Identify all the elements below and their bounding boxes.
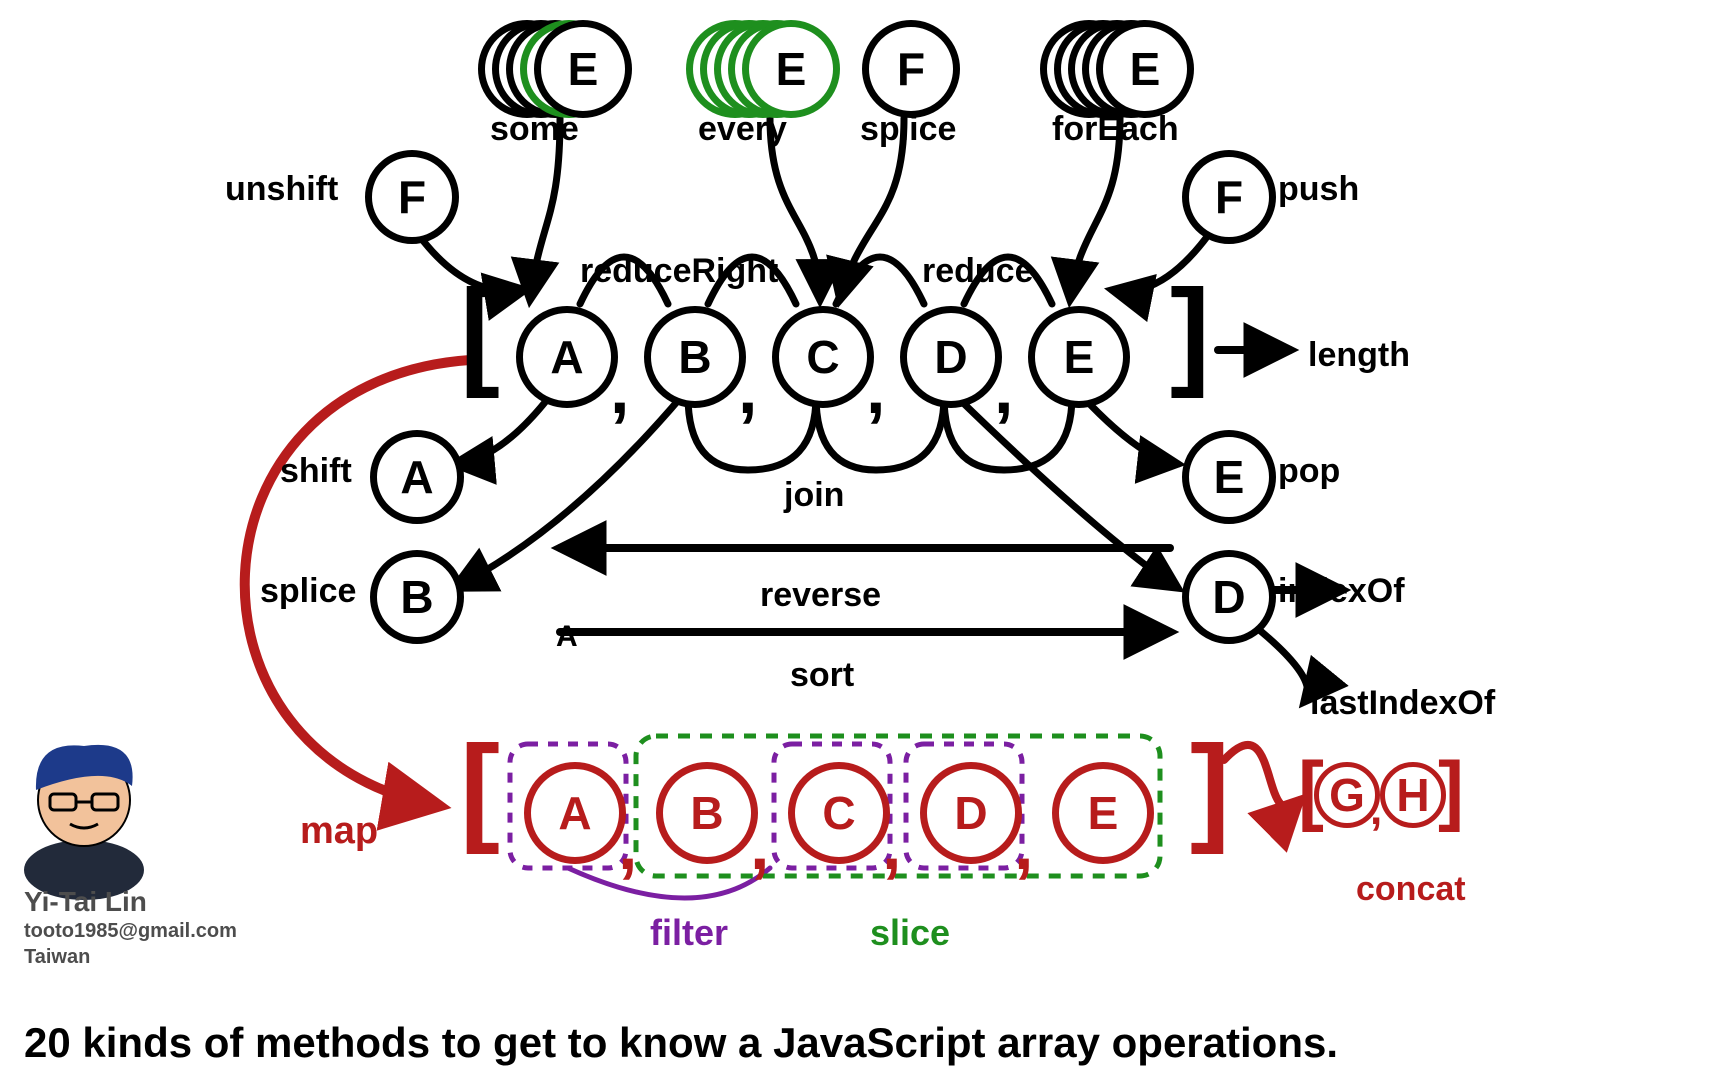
comma: , xyxy=(866,354,885,424)
bottom-cell-C: C xyxy=(788,762,890,864)
main-bracket-left: [ xyxy=(460,272,500,392)
indexof-circle: D xyxy=(1182,550,1276,644)
comma: , xyxy=(610,354,629,424)
label-sort: sort xyxy=(790,656,854,695)
main-cell-B: B xyxy=(644,306,746,408)
label-shift: shift xyxy=(280,452,352,491)
label-splice-out: splice xyxy=(260,572,356,611)
pop-circle: E xyxy=(1182,430,1276,524)
label-lastIndexOf: lastIndexOf xyxy=(1310,684,1495,723)
bottom-bracket-right: ] xyxy=(1190,728,1230,848)
author-country: Taiwan xyxy=(24,946,90,969)
label-map: map xyxy=(300,810,378,853)
shift-circle: A xyxy=(370,430,464,524)
sort-Z: Z xyxy=(1134,620,1152,654)
bottom-cell-D: D xyxy=(920,762,1022,864)
splice-f-circle: F xyxy=(862,20,960,118)
comma: , xyxy=(738,354,757,424)
sort-A: A xyxy=(556,620,578,654)
main-bracket-right: ] xyxy=(1170,272,1210,392)
splice-out-circle: B xyxy=(370,550,464,644)
comma: , xyxy=(882,810,901,880)
author-name: Yi-Tai Lin xyxy=(24,886,147,918)
main-cell-A: A xyxy=(516,306,618,408)
label-slice: slice xyxy=(870,912,950,954)
label-indexOf: indexOf xyxy=(1278,572,1405,611)
comma: , xyxy=(750,810,769,880)
label-length: length xyxy=(1308,336,1410,375)
main-cell-D: D xyxy=(900,306,1002,408)
author-email: tooto1985@gmail.com xyxy=(24,920,237,943)
label-splice-top: splice xyxy=(860,110,956,149)
comma: , xyxy=(1014,810,1033,880)
footer-title: 20 kinds of methods to get to know a Jav… xyxy=(24,1019,1338,1067)
bottom-cell-E: E xyxy=(1052,762,1154,864)
label-filter: filter xyxy=(650,912,728,954)
unshift-circle: F xyxy=(365,150,459,244)
concat-cell-H: H xyxy=(1380,762,1446,828)
bottom-cell-A: A xyxy=(524,762,626,864)
label-concat: concat xyxy=(1356,870,1466,909)
label-reverse: reverse xyxy=(760,576,881,615)
comma: , xyxy=(618,810,637,880)
label-push: push xyxy=(1278,170,1359,209)
push-circle: F xyxy=(1182,150,1276,244)
stack-ring: E xyxy=(534,20,632,118)
stack-label-some: some xyxy=(490,110,579,149)
label-join: join xyxy=(784,476,844,515)
stack-label-forEach: forEach xyxy=(1052,110,1179,149)
stack-ring: E xyxy=(742,20,840,118)
comma: , xyxy=(1370,788,1382,832)
main-cell-E: E xyxy=(1028,306,1130,408)
label-reduceRight: reduceRight xyxy=(580,252,778,291)
main-cell-C: C xyxy=(772,306,874,408)
comma: , xyxy=(994,354,1013,424)
bottom-bracket-left: [ xyxy=(460,728,500,848)
bottom-cell-B: B xyxy=(656,762,758,864)
label-unshift: unshift xyxy=(225,170,338,209)
label-pop: pop xyxy=(1278,452,1340,491)
stack-ring: E xyxy=(1096,20,1194,118)
stack-label-every: every xyxy=(698,110,787,149)
label-reduce: reduce xyxy=(922,252,1034,291)
